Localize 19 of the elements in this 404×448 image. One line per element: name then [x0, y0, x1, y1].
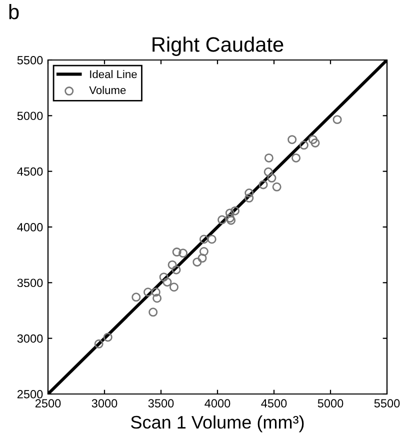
y-tick-label: 4500	[17, 167, 43, 176]
x-tick-label: 3500	[148, 399, 174, 408]
x-tick-label: 5000	[318, 399, 344, 408]
x-tick-label: 2500	[35, 399, 61, 408]
x-tick-label: 4000	[204, 399, 230, 408]
legend-label: Volume	[89, 86, 126, 94]
y-tick-label: 5500	[17, 56, 43, 64]
legend-label: Ideal Line	[90, 70, 137, 78]
x-axis-title: Scan 1 Volume (mm³)	[131, 415, 304, 432]
chart-title: Right Caudate	[152, 36, 284, 56]
text: b	[9, 4, 19, 20]
y-tick-label: 5000	[17, 112, 43, 120]
y-tick-label: 2500	[17, 390, 43, 398]
y-tick-label: 3000	[17, 334, 43, 343]
x-tick-label: 4500	[261, 399, 287, 408]
y-tick-label: 4000	[17, 223, 43, 232]
x-tick-label: 3000	[92, 399, 118, 408]
x-tick-label: 5500	[374, 399, 400, 408]
y-tick-label: 3500	[17, 278, 43, 288]
